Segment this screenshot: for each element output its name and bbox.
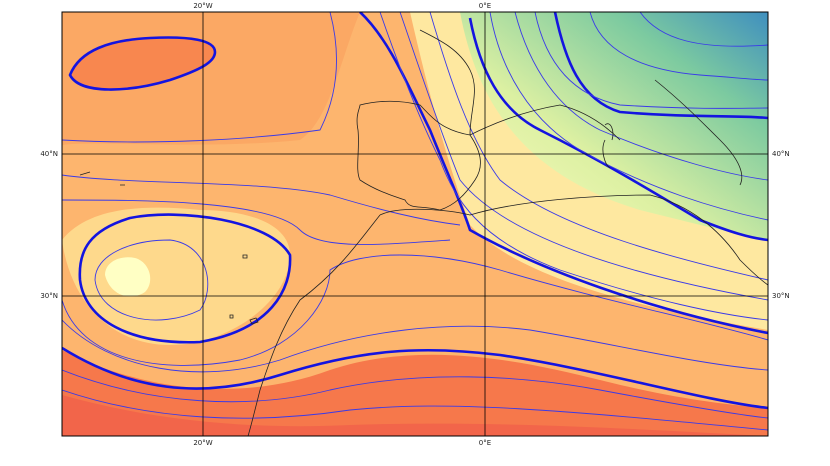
lat-label: 40°N [40,150,58,158]
contour-thick [468,17,768,242]
contour [62,254,768,366]
map-frame [61,11,769,437]
contour-thick [553,12,768,120]
lon-label: 20°W [193,439,212,447]
contour [639,12,768,47]
contour [379,12,768,321]
contour-thick [78,213,292,344]
contour [94,239,209,321]
high-center [62,207,290,345]
band-south-deep [62,395,768,436]
contour [534,12,768,109]
field [62,12,768,436]
contour [429,12,768,281]
contour-thick [62,346,768,410]
coastline-italy [602,79,743,186]
contour [489,12,768,221]
contour [62,12,338,143]
contour-thick [68,36,217,91]
contour [62,174,461,226]
lat-label: 40°N [772,150,790,158]
lon-label: 20°W [193,2,212,10]
coastline-europe [419,29,621,141]
coastline-africa [247,194,768,436]
lon-label: 0°E [479,2,491,10]
contour [62,199,451,245]
band-ne [460,12,768,240]
contour [589,12,768,81]
contour [399,12,768,301]
lat-label: 30°N [40,292,58,300]
lat-label: 30°N [772,292,790,300]
lon-label: 0°E [479,439,491,447]
band-south [62,350,768,436]
contour [62,319,768,373]
contour [62,369,768,419]
islands [79,171,259,325]
high-core [105,257,151,297]
contour [62,389,768,431]
contour [514,12,768,181]
